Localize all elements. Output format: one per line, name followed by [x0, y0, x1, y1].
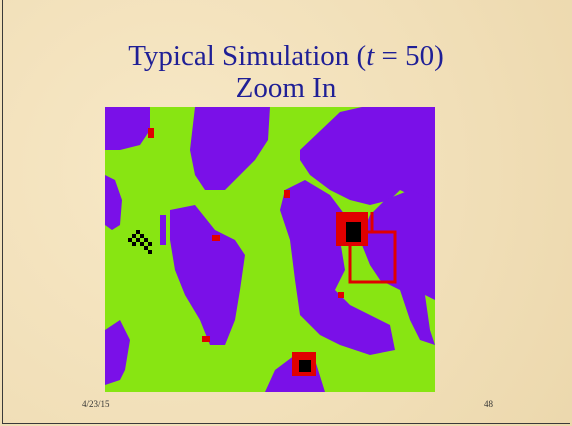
- black-agent: [299, 360, 311, 372]
- red-cell: [202, 336, 210, 342]
- slide-number: 48: [484, 399, 493, 409]
- checker-cell: [144, 238, 148, 242]
- checker-cell: [144, 246, 148, 250]
- checker-cell: [140, 234, 144, 238]
- checker-cell: [136, 230, 140, 234]
- red-cell: [148, 128, 154, 138]
- checker-cell: [132, 242, 136, 246]
- checker-cell: [128, 238, 132, 242]
- simulation-image: [0, 0, 572, 426]
- checker-cell: [140, 242, 144, 246]
- slide: Typical Simulation (t = 50) Zoom In: [0, 0, 572, 426]
- region: [160, 215, 166, 245]
- black-agent: [346, 222, 361, 242]
- red-cell: [338, 292, 344, 298]
- checker-cell: [148, 242, 152, 246]
- checker-cell: [148, 250, 152, 254]
- checker-cell: [132, 234, 136, 238]
- page: Typical Simulation (t = 50) Zoom In: [0, 0, 572, 426]
- slide-date: 4/23/15: [82, 399, 110, 409]
- red-cell: [284, 190, 290, 198]
- red-cell: [212, 235, 220, 241]
- checker-cell: [136, 238, 140, 242]
